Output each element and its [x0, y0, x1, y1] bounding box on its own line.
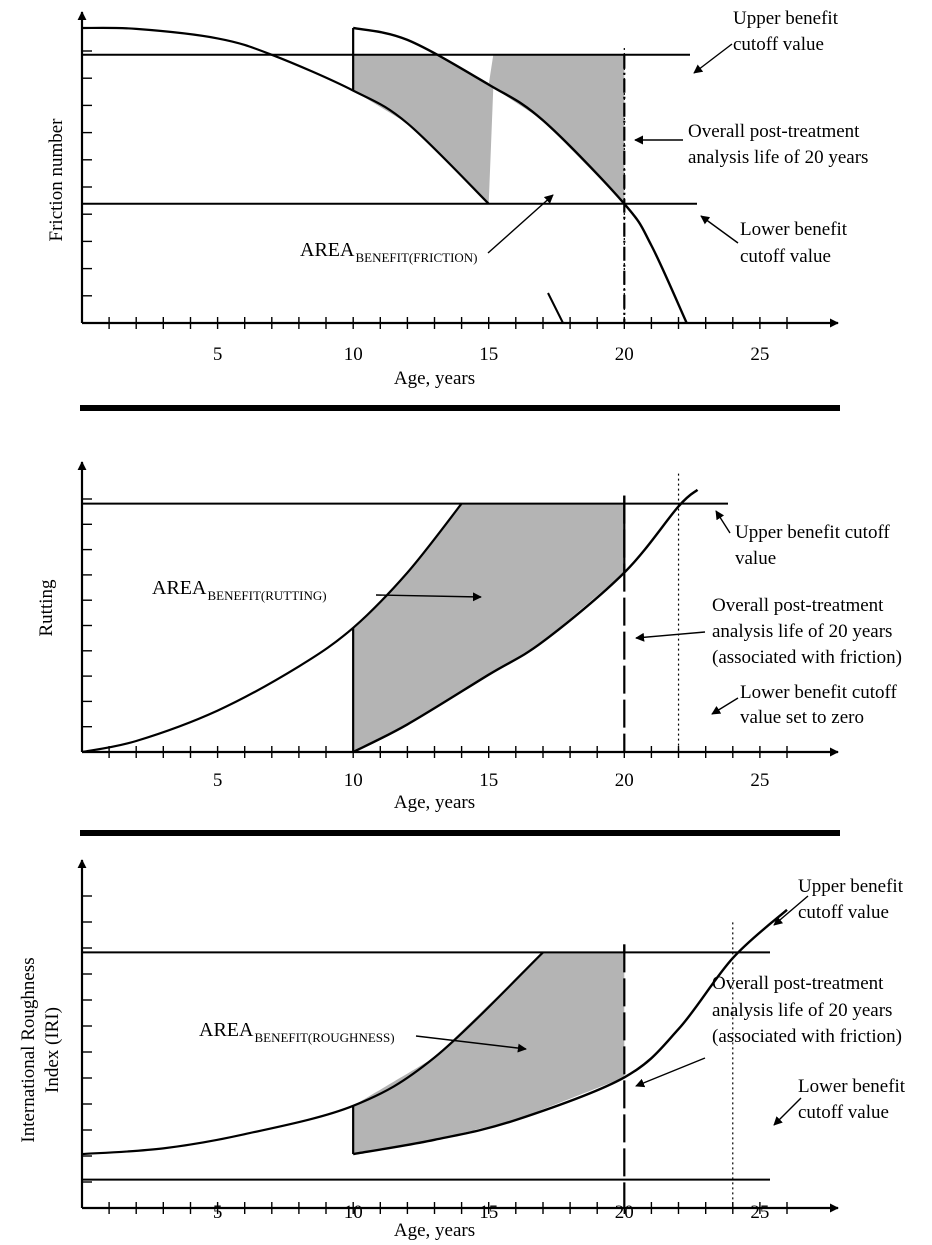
roughness-panel-lower-label-line-2: cutoff value	[798, 1102, 889, 1123]
friction-panel-lower-label-line-1: Lower benefit	[740, 219, 848, 240]
roughness-panel-x-tick-label: 25	[750, 1202, 769, 1223]
friction-panel-lower-label-line-2: cutoff value	[740, 246, 831, 267]
roughness-panel-life-arrow	[635, 1057, 706, 1088]
rutting-panel-area-label: AREA BENEFIT(RUTTING)	[152, 577, 327, 603]
roughness-panel-before-curve	[81, 951, 544, 1156]
roughness-panel-lower-label-line-1: Lower benefit	[798, 1076, 906, 1097]
roughness-panel-y-title-line-1: International Roughness	[18, 957, 39, 1142]
friction-panel-curve-fragment	[547, 292, 564, 324]
rutting-panel-life-label-line-3: (associated with friction)	[712, 647, 902, 668]
roughness-panel-x-tick-label: 20	[615, 1202, 634, 1223]
friction-panel-before-curve	[81, 26, 490, 205]
rutting-panel-upper-label-line-1: Upper benefit cutoff	[735, 522, 890, 543]
roughness-panel-x-tick-label: 15	[479, 1202, 498, 1223]
roughness-panel-y-title-line-2: Index (IRI)	[42, 1007, 63, 1093]
rutting-panel-x-tick-label: 10	[344, 770, 363, 791]
friction-panel-area-label: AREA BENEFIT(FRICTION)	[300, 239, 478, 265]
rutting-panel-area-sub: BENEFIT(RUTTING)	[207, 588, 326, 603]
roughness-panel-life-label-line-1: Overall post-treatment	[712, 973, 884, 994]
friction-panel-after-curve	[352, 26, 688, 324]
rutting-panel-lower-arrow	[711, 697, 739, 715]
rutting-panel: Age, years Rutting AREA BENEFIT(RUTTING)…	[36, 461, 902, 813]
rutting-panel-area-main: AREA	[152, 577, 207, 599]
roughness-panel-lower-arrow	[773, 1097, 802, 1126]
friction-panel-lower-arrow	[700, 215, 739, 244]
roughness-panel-x-tick-label: 5	[213, 1202, 223, 1223]
friction-panel-area-main: AREA	[300, 239, 355, 261]
rutting-panel-lower-label-line-1: Lower benefit cutoff	[740, 682, 898, 703]
friction-panel-benefit-area	[353, 54, 625, 204]
friction-panel-area-arrow	[487, 194, 554, 254]
rutting-panel-x-tick-label: 25	[750, 770, 769, 791]
friction-panel-life-label-line-2: analysis life of 20 years	[688, 147, 868, 168]
friction-panel-upper-label-line-1: Upper benefit	[733, 8, 839, 29]
roughness-panel-area-label: AREA BENEFIT(ROUGHNESS)	[199, 1019, 395, 1045]
roughness-panel-life-label-line-3: (associated with friction)	[712, 1026, 902, 1047]
roughness-panel-benefit-area	[353, 952, 625, 1154]
rutting-panel-x-tick-label: 20	[615, 770, 634, 791]
rutting-panel-life-label-line-1: Overall post-treatment	[712, 595, 884, 616]
friction-panel-x-tick-label: 10	[344, 344, 363, 365]
friction-panel-area-sub: BENEFIT(FRICTION)	[355, 250, 477, 265]
roughness-panel-x-title: Age, years	[394, 1220, 475, 1241]
friction-panel-upper-label-line-2: cutoff value	[733, 34, 824, 55]
rutting-panel-upper-arrow	[715, 510, 731, 534]
rutting-panel-upper-label-line-2: value	[735, 548, 776, 569]
rutting-panel-y-title: Rutting	[36, 579, 57, 637]
roughness-panel-life-label-line-2: analysis life of 20 years	[712, 1000, 892, 1021]
rutting-panel-after-curve	[352, 488, 699, 754]
friction-panel-x-tick-label: 25	[750, 344, 769, 365]
rutting-panel-life-arrow	[635, 631, 706, 642]
roughness-panel-area-arrow	[415, 1035, 527, 1053]
friction-panel-x-tick-label: 5	[213, 344, 223, 365]
friction-panel-upper-arrow	[693, 43, 733, 74]
friction-panel: Age, years Friction number AREA BENEFIT(…	[46, 8, 868, 389]
rutting-panel-x-title: Age, years	[394, 792, 475, 813]
roughness-panel: Age, years International Roughness Index…	[18, 859, 906, 1241]
rutting-panel-x-tick-label: 5	[213, 770, 223, 791]
rutting-panel-before-curve	[81, 502, 463, 754]
friction-panel-x-tick-label: 20	[615, 344, 634, 365]
friction-panel-y-title: Friction number	[46, 118, 67, 242]
friction-panel-x-title: Age, years	[394, 368, 475, 389]
rutting-panel-area-arrow	[375, 592, 482, 602]
rutting-panel-x-tick-label: 15	[479, 770, 498, 791]
friction-panel-life-label-line-1: Overall post-treatment	[688, 121, 860, 142]
roughness-panel-upper-label-line-1: Upper benefit	[798, 876, 904, 897]
roughness-panel-area-main: AREA	[199, 1019, 254, 1041]
roughness-panel-upper-label-line-2: cutoff value	[798, 902, 889, 923]
friction-panel-x-tick-label: 15	[479, 344, 498, 365]
rutting-panel-benefit-area	[353, 503, 625, 752]
rutting-panel-lower-label-line-2: value set to zero	[740, 707, 864, 728]
roughness-panel-x-tick-label: 10	[344, 1202, 363, 1223]
roughness-panel-area-sub: BENEFIT(ROUGHNESS)	[254, 1030, 394, 1045]
rutting-panel-life-label-line-2: analysis life of 20 years	[712, 621, 892, 642]
roughness-panel-upper-arrow	[773, 895, 809, 926]
